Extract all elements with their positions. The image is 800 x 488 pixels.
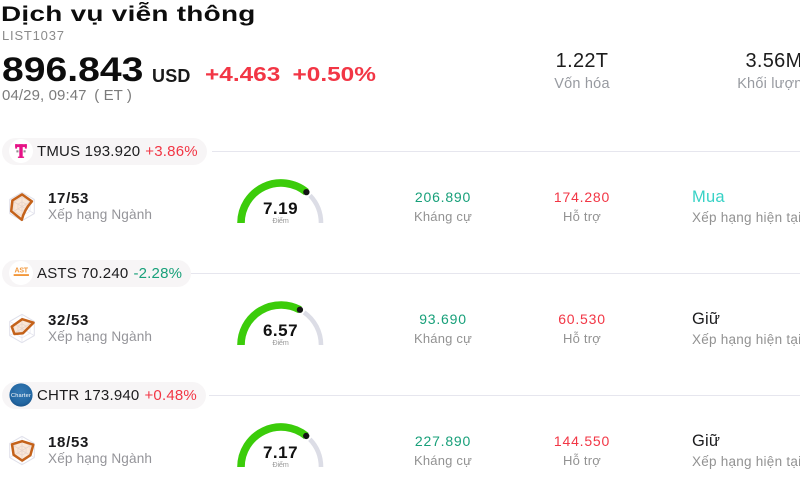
svg-text:Charter: Charter — [11, 393, 31, 399]
svg-text:AST: AST — [14, 268, 28, 275]
